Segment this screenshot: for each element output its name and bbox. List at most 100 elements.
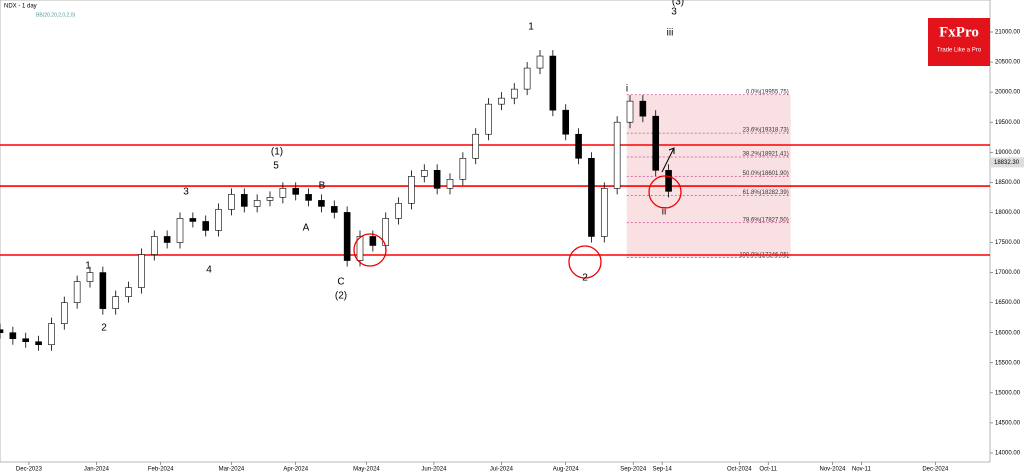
candle-body bbox=[292, 188, 300, 195]
candle-body bbox=[48, 323, 55, 346]
wave-label: (1) bbox=[271, 147, 283, 158]
candle-body bbox=[228, 194, 235, 210]
candle-body bbox=[652, 115, 660, 171]
y-tick-label: 14500.00 bbox=[995, 420, 1021, 426]
wave-label: (2) bbox=[335, 291, 347, 302]
candle-body bbox=[356, 236, 364, 261]
candle-body bbox=[369, 236, 377, 246]
candle-body bbox=[73, 281, 81, 303]
candle-body bbox=[523, 67, 531, 90]
y-tick-label: 17000.00 bbox=[995, 270, 1021, 276]
last-price-box bbox=[991, 157, 1024, 168]
candle-body bbox=[35, 341, 42, 346]
y-tick-label: 20500.00 bbox=[995, 60, 1021, 66]
y-tick-label: 20000.00 bbox=[995, 90, 1021, 96]
candle-body bbox=[562, 109, 570, 135]
candle-body bbox=[343, 212, 351, 261]
candle-body bbox=[112, 296, 120, 309]
candle-body bbox=[163, 236, 171, 243]
last-price-label: 18832.30 bbox=[994, 160, 1020, 166]
wave-label: A bbox=[303, 223, 310, 234]
fib-label: 38.2%(18921.41) bbox=[743, 152, 789, 158]
x-tick-label: Oct-11 bbox=[759, 467, 777, 473]
wave-label: 2 bbox=[101, 323, 107, 334]
wave-label: (3) bbox=[672, 0, 684, 8]
candle-body bbox=[305, 194, 312, 201]
highlight-circle bbox=[568, 245, 602, 279]
highlight-circle bbox=[353, 233, 387, 267]
plot-frame bbox=[0, 0, 991, 463]
y-tick-label: 16000.00 bbox=[995, 330, 1021, 336]
x-tick-label: Jul-2024 bbox=[490, 467, 514, 473]
candle-body bbox=[176, 218, 184, 243]
candle-body bbox=[60, 302, 68, 324]
wave-label: 5 bbox=[273, 161, 279, 172]
fib-label: 50.0%(18601.90) bbox=[743, 171, 789, 177]
candle-body bbox=[472, 133, 480, 159]
wave-label: iii bbox=[667, 28, 674, 39]
x-tick-label: Jan-2024 bbox=[84, 467, 110, 473]
fib-label: 78.6%(17827.50) bbox=[743, 217, 789, 223]
candle-body bbox=[253, 200, 261, 207]
chart-title: NDX - 1 day bbox=[4, 4, 37, 10]
fib-label: 0.0%(19955.75) bbox=[746, 89, 789, 95]
candle-body bbox=[0, 329, 4, 333]
y-tick-label: 19000.00 bbox=[995, 150, 1021, 156]
candle-body bbox=[549, 55, 557, 111]
candle-body bbox=[408, 176, 415, 204]
x-tick-label: Oct-2024 bbox=[727, 467, 752, 473]
candle-body bbox=[150, 236, 158, 255]
y-tick-label: 15000.00 bbox=[995, 390, 1021, 396]
candle-body bbox=[22, 338, 30, 343]
indicator-label: BB(20,20,2,0,2,0) bbox=[36, 12, 76, 18]
logo-box bbox=[928, 18, 990, 66]
x-tick-label: May-2024 bbox=[353, 467, 380, 473]
x-tick-label: Sep-14 bbox=[652, 467, 672, 473]
y-tick-label: 18500.00 bbox=[995, 180, 1021, 186]
x-tick-label: Nov-2024 bbox=[819, 467, 846, 473]
candle-body bbox=[459, 157, 467, 180]
candle-body bbox=[600, 188, 608, 237]
candle-body bbox=[138, 254, 145, 288]
wave-label: 4 bbox=[206, 265, 212, 276]
candle-body bbox=[99, 272, 107, 309]
projection-arrow bbox=[661, 147, 675, 173]
candle-body bbox=[279, 188, 287, 198]
y-tick-label: 17500.00 bbox=[995, 240, 1021, 246]
y-tick-label: 14000.00 bbox=[995, 451, 1021, 457]
candle-body bbox=[485, 103, 492, 135]
candle-body bbox=[420, 170, 428, 177]
fib-label: 61.8%(18282.39) bbox=[743, 190, 789, 196]
candle-body bbox=[9, 332, 17, 340]
highlight-circle bbox=[648, 175, 682, 209]
wave-label: 3 bbox=[183, 187, 189, 198]
y-tick-label: 15500.00 bbox=[995, 360, 1021, 366]
candle-body bbox=[665, 170, 672, 192]
candle-body bbox=[639, 100, 647, 117]
candle-body bbox=[395, 203, 402, 219]
x-tick-label: Aug-2024 bbox=[553, 467, 580, 473]
wave-label: 3 bbox=[671, 7, 677, 18]
x-tick-label: Dec-2024 bbox=[922, 467, 949, 473]
candle-body bbox=[613, 121, 621, 189]
x-tick-label: Feb-2024 bbox=[148, 467, 174, 473]
candle-body bbox=[626, 100, 634, 123]
wave-label: B bbox=[319, 181, 326, 192]
candle-body bbox=[266, 197, 274, 201]
wave-label: 2 bbox=[582, 273, 588, 284]
fib-label: 23.6%(19318.73) bbox=[743, 128, 789, 134]
wave-label: ii bbox=[662, 207, 666, 218]
candle-body bbox=[588, 157, 595, 237]
candle-body bbox=[125, 287, 132, 297]
y-tick-label: 16500.00 bbox=[995, 300, 1021, 306]
x-tick-label: Sep-2024 bbox=[620, 467, 647, 473]
candle-body bbox=[510, 88, 518, 99]
x-tick-label: Mar-2024 bbox=[219, 467, 245, 473]
candle-body bbox=[215, 209, 222, 231]
wave-label: 1 bbox=[528, 22, 534, 33]
candle-body bbox=[446, 179, 454, 189]
logo-name: FxPro bbox=[939, 24, 979, 40]
candle-body bbox=[202, 221, 210, 231]
x-tick-label: Jun-2024 bbox=[421, 467, 447, 473]
candle-body bbox=[575, 133, 582, 159]
